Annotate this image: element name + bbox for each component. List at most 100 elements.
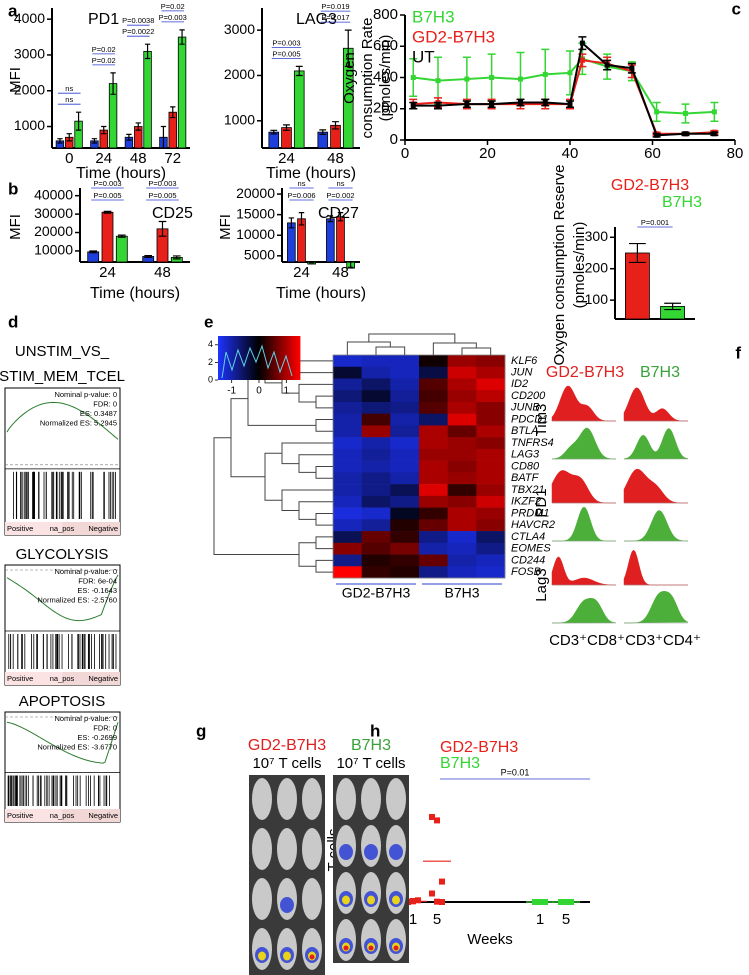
heatmap-cell — [476, 448, 506, 461]
dendrogram — [346, 333, 492, 355]
error-bar — [160, 125, 167, 149]
mouse — [302, 828, 322, 870]
flow-histogram — [623, 387, 689, 422]
p-value: P=0.003 — [159, 13, 187, 22]
error-bar — [158, 220, 167, 237]
gsea-stat: FDR: 0 — [93, 399, 117, 408]
p-value: P=0.006 — [287, 191, 315, 200]
heatmap-cell — [390, 390, 420, 403]
gsea-stat: Nominal p-value: 0 — [54, 390, 117, 399]
heatmap-cell — [390, 437, 420, 450]
gsea-axis-label: Negative — [88, 524, 118, 533]
color-key-swatch — [261, 336, 264, 380]
error-bar — [327, 215, 334, 223]
error-bar — [283, 124, 290, 131]
heatmap-cell — [476, 401, 506, 414]
marker — [464, 101, 470, 107]
color-key-swatch — [295, 336, 299, 380]
column-group-label: B7H3 — [444, 585, 479, 601]
y-tick-label: 1000 — [224, 112, 255, 128]
p-value: P=0.003 — [148, 179, 176, 188]
p-value: ns — [298, 179, 306, 188]
color-key-swatch — [259, 336, 262, 380]
color-key-swatch — [256, 336, 260, 380]
color-key-swatch — [228, 336, 231, 380]
y-tick-label: 40000 — [34, 186, 73, 202]
error-bar — [332, 121, 339, 130]
error-bar — [75, 111, 82, 131]
dendrogram — [315, 536, 333, 550]
heatmap-cell — [419, 366, 448, 379]
y-axis-label: Oxygen consumption Reserve — [551, 165, 568, 366]
dot — [439, 878, 445, 885]
heatmap-cell — [333, 413, 362, 426]
color-key-swatch — [220, 336, 223, 380]
error-bar — [135, 122, 141, 131]
row-label: KLF6 — [511, 355, 538, 367]
dendrogram — [281, 442, 333, 465]
dendrogram — [315, 395, 333, 409]
chart-title: LAG3 — [296, 11, 337, 28]
y-tick-label: 3000 — [14, 46, 45, 62]
panel-letter: f — [735, 343, 741, 362]
row-label: CD80 — [511, 460, 540, 472]
heatmap-cell — [333, 507, 362, 520]
row-label: CD200 — [511, 390, 546, 402]
bioluminescence — [392, 895, 400, 905]
heatmap-cell — [361, 472, 391, 485]
key-y-tick-label: 4 — [208, 339, 213, 349]
gsea-stat: Nominal p-value: 0 — [54, 567, 117, 576]
heatmap-cell — [419, 542, 448, 555]
color-key-swatch — [250, 336, 254, 380]
heatmap-cell — [390, 401, 420, 414]
heatmap-cell — [361, 460, 391, 473]
dot — [429, 890, 435, 897]
marker — [711, 109, 717, 115]
heatmap-cell — [419, 566, 448, 579]
dendrogram — [315, 466, 333, 479]
marker — [567, 101, 573, 107]
heatmap-cell — [390, 460, 420, 473]
y-tick-label: 600 — [373, 37, 398, 54]
heatmap-cell — [333, 401, 362, 414]
gsea-stat: ES: 0.3487 — [80, 409, 117, 418]
mouse — [302, 778, 322, 820]
y-tick-label: 10000 — [34, 242, 73, 258]
heatmap-cell — [333, 531, 362, 544]
heatmap-cell — [361, 507, 391, 520]
color-key-swatch — [289, 336, 293, 380]
heatmap-cell — [476, 542, 506, 555]
heatmap-cell — [476, 554, 506, 567]
x-tick-label: 40 — [562, 145, 579, 162]
heatmap-cell — [476, 425, 506, 438]
bioluminescence — [343, 945, 349, 951]
y-tick-label: 10000 — [236, 226, 275, 242]
error-bar — [295, 65, 303, 77]
heatmap-cell — [447, 484, 477, 497]
p-value: P=0.005 — [272, 49, 300, 58]
color-key-swatch — [291, 336, 295, 380]
heatmap-cell — [361, 554, 391, 567]
marker — [654, 109, 660, 115]
mouse — [386, 778, 406, 820]
error-bar — [170, 106, 176, 119]
dendrogram — [213, 437, 299, 556]
x-axis-label: Time (hours) — [276, 285, 366, 302]
color-key-swatch — [244, 336, 248, 380]
flow-population-label: CD3⁺CD8⁺ — [549, 632, 625, 649]
heatmap-cell — [361, 448, 391, 461]
heatmap-cell — [419, 425, 448, 438]
heatmap-cell — [476, 519, 506, 532]
color-key-swatch — [275, 336, 278, 380]
y-tick-label: 0 — [390, 131, 398, 148]
bioluminescence — [309, 954, 315, 960]
key-y-tick-label: 2 — [208, 357, 213, 367]
p-value: P=0.01 — [501, 767, 530, 777]
y-tick-label: 200 — [373, 100, 398, 117]
panel-letter: d — [8, 312, 18, 331]
row-label: JUN — [510, 367, 532, 379]
bar — [115, 235, 128, 263]
key-y-tick-label: 0 — [208, 374, 213, 384]
heatmap-cell — [333, 390, 362, 403]
heatmap-cell — [390, 495, 420, 508]
